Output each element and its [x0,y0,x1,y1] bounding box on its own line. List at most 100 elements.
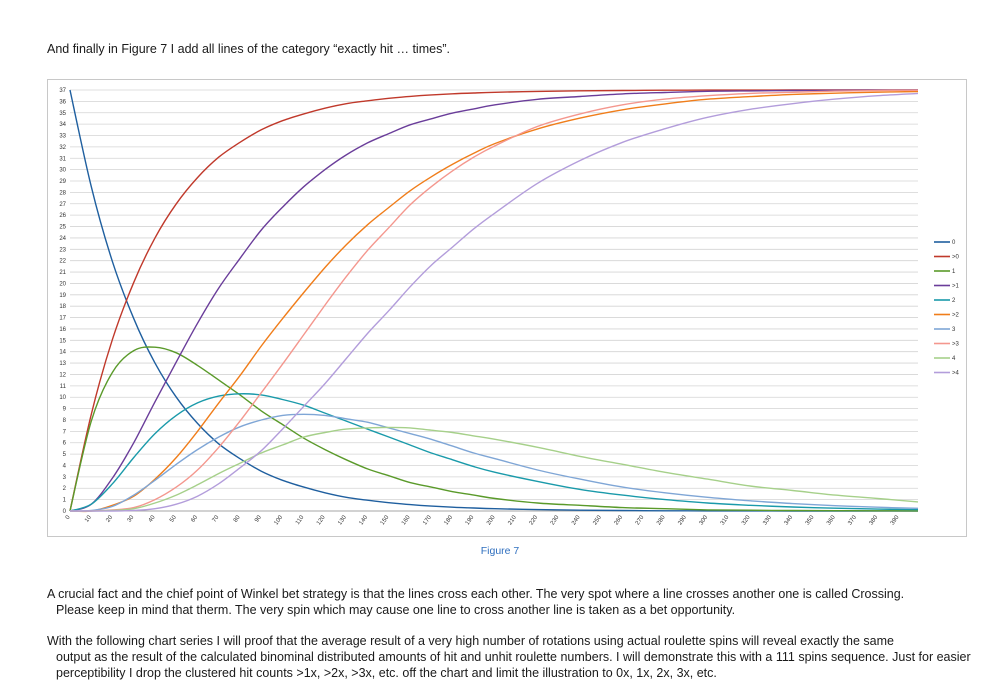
y-tick-label: 29 [59,179,66,185]
x-tick-label: 370 [847,514,858,526]
series-line-gt4 [70,92,919,512]
y-tick-label: 15 [59,338,66,344]
legend-label: >1 [952,284,960,290]
legend-label: >0 [952,255,960,261]
y-tick-label: 13 [59,361,66,367]
series-line-gt0 [69,89,918,512]
series-line-gt1 [69,89,919,512]
x-tick-label: 340 [784,514,795,526]
paragraph-chart-series: With the following chart series I will p… [47,633,977,681]
x-tick-label: 190 [465,514,476,526]
y-tick-label: 2 [63,486,67,492]
x-tick-label: 60 [190,514,199,523]
y-tick-label: 37 [59,88,66,94]
legend-label: >3 [952,342,960,348]
series-line-2 [69,393,919,512]
y-tick-label: 6 [63,441,67,447]
x-tick-label: 380 [869,514,880,526]
legend-label: 4 [952,356,956,362]
y-tick-label: 19 [59,293,66,299]
x-tick-label: 50 [169,514,178,523]
line-chart-svg: 0123456789101112131415161718192021222324… [59,88,960,526]
legend-label: 0 [952,240,956,246]
y-tick-label: 31 [59,156,66,162]
y-tick-label: 23 [59,247,66,253]
x-tick-label: 10 [84,514,93,523]
y-tick-label: 3 [63,475,67,481]
x-tick-label: 300 [699,514,710,526]
x-tick-label: 0 [65,514,72,521]
x-tick-label: 330 [762,514,773,526]
x-tick-label: 130 [337,514,348,526]
y-tick-label: 5 [63,452,67,458]
y-tick-label: 8 [63,418,67,424]
y-tick-label: 26 [59,213,66,219]
x-tick-label: 120 [316,514,327,526]
y-tick-label: 7 [63,429,67,435]
y-tick-label: 9 [63,407,67,413]
x-tick-label: 320 [741,514,752,526]
series-line-gt2 [69,90,919,513]
y-tick-label: 10 [59,395,66,401]
legend-label: 1 [952,269,956,275]
y-tick-label: 32 [59,145,66,151]
figure-7-chart: 0 1 2 3 4 5 6 7 8 9 10 11 12 13 14 15 16 17 18 19 20 21 22 23 24… [47,79,967,537]
x-tick-label: 100 [274,514,285,526]
intro-text: And finally in Figure 7 I add all lines … [47,42,450,56]
x-tick-label: 40 [148,514,157,523]
y-tick-label: 17 [59,316,66,322]
x-tick-label: 290 [677,514,688,526]
x-tick-label: 30 [127,514,136,523]
x-tick-label: 160 [401,514,412,526]
x-tick-label: 80 [233,514,242,523]
y-tick-label: 18 [59,304,66,310]
y-tick-label: 1 [63,498,67,504]
y-tick-label: 16 [59,327,66,333]
legend-label: >4 [952,371,960,377]
legend-label: >2 [952,313,960,319]
x-tick-label: 180 [444,514,455,526]
y-tick-label: 4 [63,463,67,469]
figure-caption: Figure 7 [480,545,520,557]
x-tick-label: 220 [529,514,540,526]
paragraph-1-rest: Please keep in mind that therm. The very… [56,603,736,617]
series-line-1 [69,346,919,512]
paragraph-crossing: A crucial fact and the chief point of Wi… [47,586,977,618]
y-tick-label: 12 [59,372,66,378]
x-tick-label: 170 [422,514,433,526]
series-line-gt3 [69,89,919,512]
legend-label: 3 [952,327,956,333]
y-tick-label: 14 [59,350,66,356]
x-tick-label: 90 [254,514,263,523]
x-tick-label: 310 [720,514,731,526]
x-tick-label: 110 [295,514,306,526]
paragraph-2-rest: output as the result of the calculated b… [56,650,971,680]
x-tick-label: 20 [105,514,114,523]
x-tick-label: 70 [212,514,221,523]
paragraph-1-first-line: A crucial fact and the chief point of Wi… [47,587,905,601]
y-tick-label: 20 [59,281,66,287]
x-tick-label: 360 [826,514,837,526]
y-tick-label: 36 [59,99,66,105]
x-tick-label: 230 [550,514,561,526]
y-tick-label: 35 [59,111,66,117]
x-tick-label: 250 [592,514,603,526]
y-tick-label: 27 [59,202,66,208]
series-line-0 [69,89,918,512]
y-tick-label: 22 [59,259,66,265]
x-tick-label: 350 [805,514,816,526]
x-tick-label: 200 [486,514,497,526]
y-tick-label: 30 [59,168,66,174]
x-tick-label: 260 [614,514,625,526]
y-tick-label: 0 [63,509,67,515]
y-tick-label: 24 [59,236,66,242]
x-tick-label: 140 [359,514,370,526]
y-tick-label: 25 [59,225,66,231]
series-line-4 [69,426,919,512]
x-tick-label: 240 [571,514,582,526]
x-tick-label: 280 [656,514,667,526]
y-tick-label: 28 [59,190,66,196]
y-tick-label: 11 [60,384,67,390]
x-tick-label: 210 [507,514,518,526]
y-tick-label: 33 [59,134,66,140]
